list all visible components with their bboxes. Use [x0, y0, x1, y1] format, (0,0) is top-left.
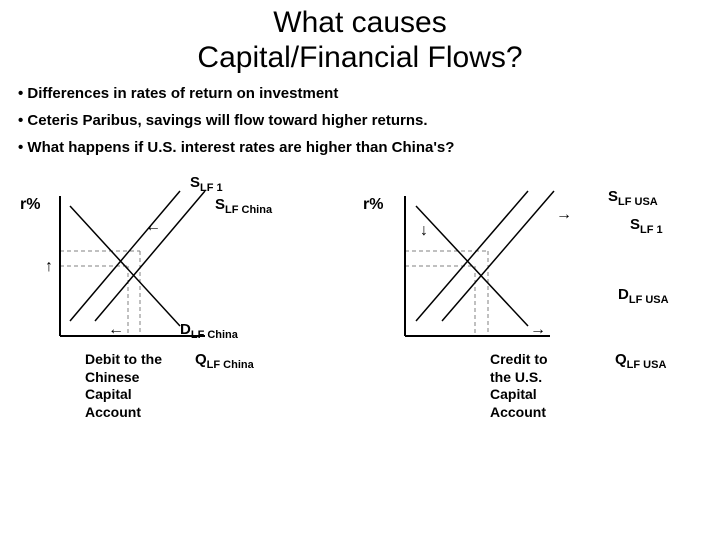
bullet-list: Differences in rates of return on invest…	[0, 75, 720, 156]
shift-arrow-icon: →	[556, 206, 572, 224]
title-line-2: Capital/Financial Flows?	[197, 41, 522, 74]
y-axis-label-right: r%	[363, 196, 383, 214]
title-line-1: What causes	[273, 6, 446, 39]
usa-caption: Credit to the U.S. Capital Account	[490, 351, 548, 421]
q-usa-label: QLF USA	[615, 351, 666, 371]
demand-usa-label: DLF USA	[618, 286, 669, 306]
shift-arrow-icon: ↓	[420, 222, 428, 240]
page-title: What causes Capital/Financial Flows?	[0, 0, 720, 75]
bullet-item: What happens if U.S. interest rates are …	[18, 139, 702, 156]
supply-usa-label: SLF USA	[608, 188, 658, 208]
supply-1-label-right: SLF 1	[630, 216, 663, 236]
usa-chart: r% SLF USA SLF 1 DLF USA QLF USA Credit …	[0, 166, 720, 436]
shift-arrow-icon: →	[530, 321, 546, 339]
charts-row: r% SLF 1 SLF China DLF China QLF China D…	[0, 166, 720, 396]
bullet-item: Ceteris Paribus, savings will flow towar…	[18, 112, 702, 129]
bullet-item: Differences in rates of return on invest…	[18, 85, 702, 102]
